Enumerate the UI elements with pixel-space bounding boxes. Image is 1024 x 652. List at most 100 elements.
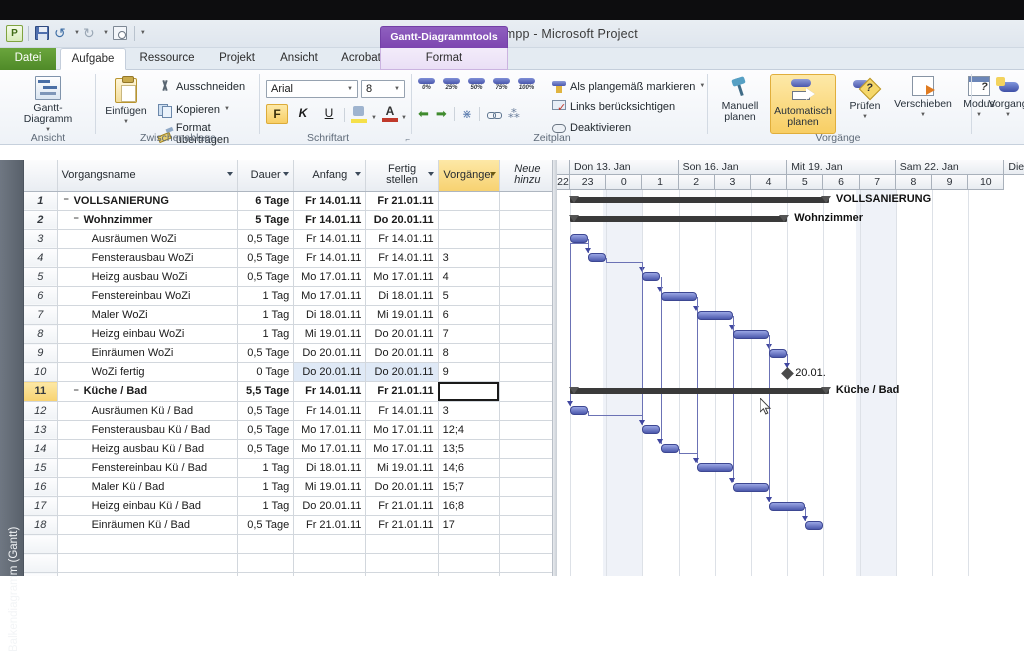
verschieben-button[interactable]: Verschieben ▼ [890, 76, 956, 120]
task-name-cell[interactable]: Fensterausbau Kü / Bad [57, 420, 239, 440]
start-cell[interactable]: Mo 17.01.11 [293, 420, 367, 440]
add-new-column-cell[interactable] [499, 248, 556, 268]
split-task-icon[interactable]: ⋇ [461, 107, 472, 121]
duration-cell[interactable]: 1 Tag [237, 324, 295, 345]
row-id-cell[interactable]: 5 [24, 267, 58, 287]
add-new-column-cell[interactable] [499, 439, 556, 459]
cut-button[interactable]: Ausschneiden [158, 80, 245, 94]
predecessor-cell[interactable]: 13;5 [438, 439, 500, 459]
start-cell[interactable]: Di 18.01.11 [293, 458, 367, 478]
duration-cell[interactable]: 0,5 Tage [237, 343, 295, 364]
highlight-color-button[interactable] [350, 104, 370, 124]
empty-cell[interactable] [24, 572, 58, 576]
duration-cell[interactable]: 0,5 Tage [237, 267, 295, 287]
duration-cell[interactable]: 0,5 Tage [237, 439, 295, 459]
vorgaenger-chevron-down-icon[interactable] [489, 172, 496, 176]
empty-cell[interactable] [499, 534, 556, 555]
empty-cell[interactable] [438, 534, 500, 555]
predecessor-cell[interactable] [438, 191, 500, 211]
underline-button[interactable]: U [324, 106, 334, 120]
italic-button[interactable]: K [298, 106, 308, 120]
duration-cell[interactable]: 1 Tag [237, 286, 295, 307]
empty-cell[interactable] [438, 572, 500, 576]
percent-50-button[interactable]: 50% [468, 78, 485, 93]
empty-cell[interactable] [57, 572, 239, 576]
empty-cell[interactable] [237, 534, 295, 555]
table-row-empty[interactable] [24, 553, 556, 574]
predecessor-cell[interactable]: 12;4 [438, 420, 500, 440]
finish-cell[interactable]: Do 20.01.11 [365, 210, 439, 230]
percent-complete-row[interactable]: 0% 25% 50% 75% 100% [418, 78, 535, 93]
percent-25-button[interactable]: 25% [443, 78, 460, 93]
vorgangsname-chevron-down-icon[interactable] [227, 172, 234, 176]
row-id-cell[interactable]: 18 [24, 515, 58, 536]
empty-cell[interactable] [438, 553, 500, 574]
indent-outdent-row[interactable]: ⬅ ➡ ⋇ ⁂ [418, 106, 520, 122]
row-id-cell[interactable]: 1 [24, 191, 58, 211]
copy-button[interactable]: Kopieren ▼ [158, 101, 230, 118]
predecessor-cell[interactable]: 17 [438, 515, 500, 536]
empty-cell[interactable] [365, 553, 439, 574]
add-new-column-cell[interactable] [499, 515, 556, 536]
tab-acrobat[interactable]: Acrobat [341, 52, 381, 64]
gantt-task-bar[interactable] [588, 253, 607, 263]
finish-cell[interactable]: Fr 14.01.11 [365, 401, 439, 421]
gantt-milestone-marker[interactable] [781, 367, 795, 380]
column-header-vorgaenger[interactable]: Vorgänger [437, 160, 500, 192]
add-new-column-cell[interactable] [499, 401, 556, 421]
row-id-cell[interactable]: 15 [24, 458, 58, 478]
empty-cell[interactable] [24, 553, 58, 574]
tab-format[interactable]: Format [380, 48, 508, 70]
add-new-column-cell[interactable] [499, 458, 556, 478]
table-row[interactable]: 7 Maler WoZi 1 Tag Di 18.01.11 Mi 19.01.11 6 [24, 305, 556, 326]
predecessor-cell[interactable]: 5 [438, 286, 500, 307]
gantt-task-bar[interactable] [732, 329, 770, 339]
gantt-task-bar[interactable] [805, 520, 824, 530]
predecessor-cell[interactable]: 14;6 [438, 458, 500, 478]
start-cell[interactable]: Fr 14.01.11 [293, 229, 367, 249]
gantt-task-bar[interactable] [660, 444, 679, 454]
task-name-cell[interactable]: Heizg einbau WoZi [57, 324, 239, 345]
finish-cell[interactable]: Mi 19.01.11 [365, 458, 439, 478]
percent-75-button[interactable]: 75% [493, 78, 510, 93]
respect-links-button[interactable]: Links berücksichtigen [552, 100, 675, 113]
start-cell[interactable]: Mi 19.01.11 [293, 477, 367, 498]
gantt-task-bar[interactable] [696, 463, 733, 473]
outdent-task-icon[interactable]: ⬅ [418, 106, 429, 121]
add-new-column-cell[interactable] [499, 267, 556, 287]
row-id-cell[interactable]: 3 [24, 229, 58, 249]
table-row[interactable]: 14 Heizg ausbau Kü / Bad 0,5 Tage Mo 17.01.… [24, 439, 556, 459]
task-name-cell[interactable]: − Küche / Bad [57, 381, 239, 402]
anfang-chevron-down-icon[interactable] [355, 172, 362, 176]
percent-0-button[interactable]: 0% [418, 78, 435, 93]
task-name-cell[interactable]: Heizg ausbau Kü / Bad [57, 439, 239, 459]
paste-dropdown-icon[interactable]: ▼ [123, 119, 129, 125]
duration-cell[interactable]: 0,5 Tage [237, 248, 295, 268]
predecessor-cell[interactable]: 16;8 [438, 496, 500, 517]
pruefen-dropdown-icon[interactable]: ▼ [862, 114, 868, 120]
unlink-tasks-icon[interactable]: ⁂ [507, 107, 520, 121]
dauer-chevron-down-icon[interactable] [283, 172, 290, 176]
column-header-fertig-stellen[interactable]: Fertig stellen [365, 160, 439, 192]
column-header-dauer[interactable]: Dauer [237, 160, 295, 192]
gantt-summary-bar[interactable] [570, 388, 829, 394]
table-row[interactable]: 1− VOLLSANIERUNG 6 Tage Fr 14.01.11 Fr 21.01… [24, 191, 556, 211]
task-name-cell[interactable]: Heizg einbau Kü / Bad [57, 496, 239, 517]
row-id-cell[interactable]: 16 [24, 477, 58, 498]
duration-cell[interactable]: 6 Tage [237, 191, 295, 211]
finish-cell[interactable]: Do 20.01.11 [365, 362, 439, 383]
predecessor-cell[interactable]: 8 [438, 343, 500, 364]
add-new-column-cell[interactable] [499, 343, 556, 364]
verschieben-dropdown-icon[interactable]: ▼ [920, 112, 926, 118]
row-id-cell[interactable]: 11 [24, 381, 58, 402]
save-icon[interactable] [34, 25, 51, 42]
start-cell[interactable]: Do 20.01.11 [293, 343, 367, 364]
pruefen-button[interactable]: ? Prüfen ▼ [840, 76, 890, 122]
redo-icon[interactable]: ↻ [82, 24, 95, 41]
vorgang-button[interactable]: Vorgang ▼ [980, 76, 1024, 120]
predecessor-cell[interactable] [438, 229, 500, 249]
finish-cell[interactable]: Fr 14.01.11 [365, 248, 439, 268]
task-name-cell[interactable]: Heizg ausbau WoZi [57, 267, 239, 287]
gantt-task-bar[interactable] [642, 272, 661, 282]
font-size-select[interactable]: 8 ▼ [361, 80, 405, 98]
